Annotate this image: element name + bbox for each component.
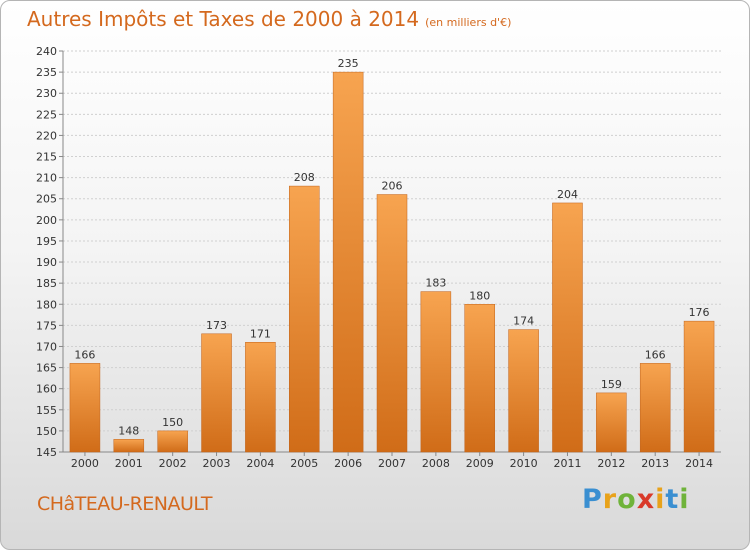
x-tick-label-2008: 2008 (422, 457, 450, 470)
y-tick-label: 160 (36, 383, 57, 396)
y-tick-label: 200 (36, 214, 57, 227)
bar-2012 (596, 392, 627, 453)
data-label-2009: 180 (469, 289, 490, 302)
y-tick-label: 155 (36, 404, 57, 417)
x-tick-label-2002: 2002 (159, 457, 187, 470)
x-tick-label-2003: 2003 (203, 457, 231, 470)
data-label-2013: 166 (645, 348, 666, 361)
logo-letter: i (655, 484, 666, 515)
logo-letter: o (617, 484, 637, 515)
bar-2005 (289, 185, 320, 453)
x-tick-label-2014: 2014 (685, 457, 713, 470)
bar-2001 (113, 439, 145, 453)
x-tick-label-2000: 2000 (71, 457, 99, 470)
bar-2000 (69, 363, 101, 453)
bar-2009 (464, 304, 495, 453)
data-label-2000: 166 (74, 348, 95, 361)
bar-2003 (201, 333, 232, 453)
data-label-2002: 150 (162, 416, 183, 429)
data-label-2005: 208 (294, 171, 315, 184)
y-tick-label: 235 (36, 66, 57, 79)
chart-subtitle: (en milliers d'€) (425, 16, 512, 29)
y-tick-label: 230 (36, 87, 57, 100)
x-tick-label-2004: 2004 (246, 457, 274, 470)
x-tick-label-2007: 2007 (378, 457, 406, 470)
y-tick-label: 205 (36, 193, 57, 206)
data-label-2008: 183 (425, 277, 446, 290)
bar-2004 (245, 342, 276, 453)
x-tick-label-2010: 2010 (510, 457, 538, 470)
logo-letter: i (679, 484, 690, 515)
y-tick-label: 190 (36, 256, 57, 269)
data-label-2010: 174 (513, 315, 534, 328)
x-tick-label-2001: 2001 (115, 457, 143, 470)
y-tick-label: 240 (36, 45, 57, 58)
chart-title-text: Autres Impôts et Taxes de 2000 à 2014 (27, 7, 420, 31)
y-tick-label: 220 (36, 129, 57, 142)
data-label-2014: 176 (689, 306, 710, 319)
data-label-2001: 148 (118, 424, 139, 437)
data-label-2006: 235 (338, 57, 359, 70)
data-label-2007: 206 (382, 180, 403, 193)
data-label-2003: 173 (206, 319, 227, 332)
x-tick-label-2011: 2011 (553, 457, 581, 470)
y-tick-label: 175 (36, 319, 57, 332)
x-tick-label-2006: 2006 (334, 457, 362, 470)
commune-name: CHâTEAU-RENAULT (37, 493, 212, 515)
x-tick-label-2013: 2013 (641, 457, 669, 470)
logo-letter: r (602, 484, 618, 515)
logo-letter: P (582, 484, 603, 515)
bar-2013 (639, 363, 671, 453)
y-tick-label: 210 (36, 172, 57, 185)
bar-2011 (552, 202, 583, 453)
bar-2006 (332, 71, 364, 453)
y-tick-label: 225 (36, 108, 57, 121)
x-tick-label-2009: 2009 (466, 457, 494, 470)
chart-title: Autres Impôts et Taxes de 2000 à 2014 (en… (27, 7, 511, 31)
bar-2008 (420, 291, 452, 453)
data-label-2011: 204 (557, 188, 578, 201)
y-tick-label: 170 (36, 340, 57, 353)
y-tick-label: 215 (36, 151, 57, 164)
y-tick-label: 195 (36, 235, 57, 248)
bar-2010 (508, 329, 539, 453)
y-tick-label: 165 (36, 362, 57, 375)
bar-2002 (157, 430, 188, 453)
proxiti-logo: Proxiti (582, 484, 690, 515)
logo-letter: t (665, 484, 680, 515)
bar-2007 (376, 194, 408, 453)
y-tick-label: 180 (36, 298, 57, 311)
bar-2014 (683, 320, 715, 453)
y-tick-label: 185 (36, 277, 57, 290)
data-label-2004: 171 (250, 327, 271, 340)
logo-letter: x (636, 484, 656, 515)
x-tick-label-2012: 2012 (597, 457, 625, 470)
data-label-2012: 159 (601, 378, 622, 391)
x-tick-label-2005: 2005 (290, 457, 318, 470)
y-tick-label: 150 (36, 425, 57, 438)
y-tick-label: 145 (36, 446, 57, 459)
